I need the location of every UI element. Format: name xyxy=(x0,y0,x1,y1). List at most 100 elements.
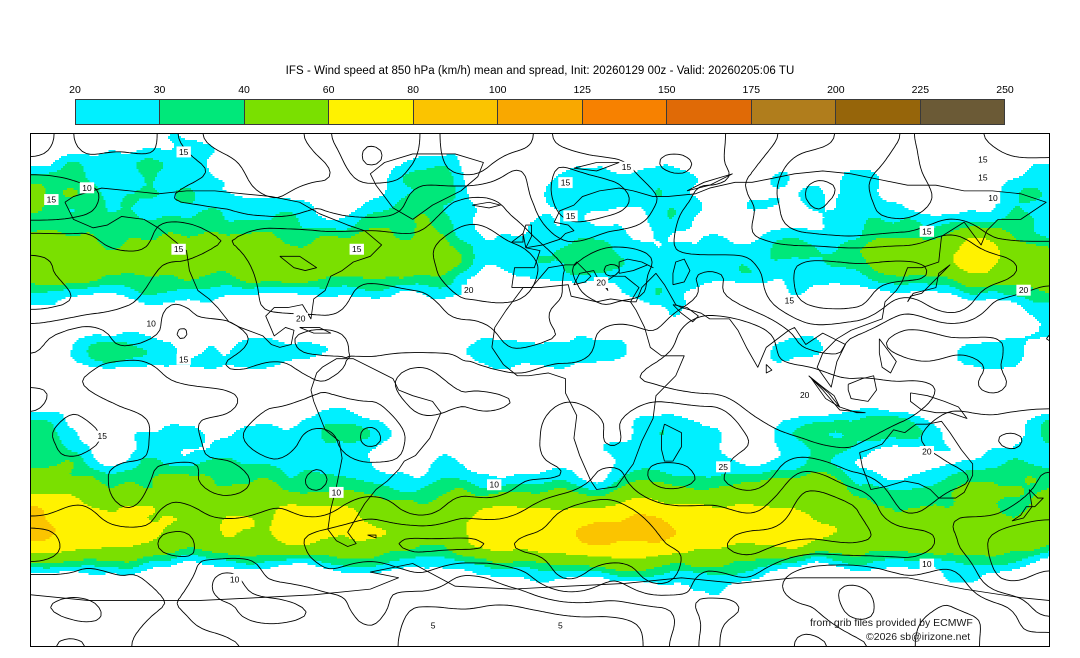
contour-label-3: 20 xyxy=(296,313,306,323)
map-canvas: 1015152015152015152015152025151510152010… xyxy=(31,134,1049,646)
contour-label-bg xyxy=(176,146,191,158)
contour-label-21: 10 xyxy=(332,487,342,497)
contour-label-bg xyxy=(716,461,731,473)
coastline-19 xyxy=(472,201,501,209)
coastline-12 xyxy=(511,233,524,243)
contour-label-bg xyxy=(329,486,344,498)
coastline-0 xyxy=(511,170,1047,388)
contour-label-bg xyxy=(349,243,364,255)
contour-label-15: 15 xyxy=(978,173,988,183)
contour-label-24: 20 xyxy=(922,446,932,456)
spread-contour-level-5 xyxy=(31,134,1049,646)
contour-label-bg xyxy=(227,573,242,585)
contour-label-25: 10 xyxy=(230,574,240,584)
copyright-attribution: ©2026 sb@irizone.net xyxy=(866,631,971,643)
shading-band xyxy=(31,506,677,545)
contour-label-1: 15 xyxy=(47,195,57,205)
coastline-14 xyxy=(31,563,1049,601)
contour-label-9: 20 xyxy=(596,278,606,288)
coastline-18 xyxy=(279,255,318,271)
contour-label-16: 10 xyxy=(988,193,998,203)
contour-label-6: 20 xyxy=(464,285,474,295)
contour-label-18: 20 xyxy=(1019,285,1029,295)
contour-label-bg xyxy=(176,353,191,365)
source-attribution: from grib files provided by ECMWF xyxy=(810,617,973,629)
spread-contours xyxy=(31,134,1049,646)
shading-band xyxy=(31,158,1049,577)
colorbar-band-5 xyxy=(498,100,583,124)
spread-contour-labels: 1015152015152015152015152025151510152010… xyxy=(44,146,1031,631)
coastline-3 xyxy=(369,153,484,220)
contour-label-bg xyxy=(782,294,797,306)
contour-label-14: 15 xyxy=(978,155,988,165)
coastline-5 xyxy=(859,420,974,499)
colorbar-tick-250: 250 xyxy=(996,84,1014,96)
coastline-24 xyxy=(686,173,733,192)
colorbar-band-7 xyxy=(667,100,752,124)
coastline-7 xyxy=(661,423,682,462)
colorbar-tick-60: 60 xyxy=(322,84,335,96)
contour-label-bg xyxy=(593,277,609,288)
coastline-25 xyxy=(367,534,377,539)
contour-label-bg xyxy=(461,284,476,296)
contour-label-27: 5 xyxy=(558,620,563,630)
colorbar-tick-125: 125 xyxy=(573,84,591,96)
coastline-8 xyxy=(907,264,951,303)
colorbar-tick-225: 225 xyxy=(911,84,930,96)
contour-label-26: 5 xyxy=(431,620,436,630)
colorbar-band-3 xyxy=(329,100,414,124)
contour-label-bg xyxy=(143,317,159,329)
contour-label-bg xyxy=(919,225,935,237)
contour-label-bg xyxy=(293,312,308,324)
coastline-13 xyxy=(1011,489,1044,522)
colorbar-band-9 xyxy=(836,100,921,124)
contour-label-4: 15 xyxy=(352,244,362,254)
contour-label-28: 10 xyxy=(922,559,932,569)
coastline-16 xyxy=(618,258,654,274)
contour-label-bg xyxy=(79,182,95,194)
contour-label-0: 10 xyxy=(82,183,92,193)
contour-label-bg xyxy=(95,430,110,442)
contour-label-bg xyxy=(428,620,438,631)
coastline-10 xyxy=(808,375,866,414)
coastline-1 xyxy=(491,284,685,490)
colorbar-bands xyxy=(75,99,1005,125)
coastline-11 xyxy=(522,224,532,248)
colorbar-tick-40: 40 xyxy=(238,84,250,96)
spread-contour-level-10 xyxy=(31,134,1049,646)
colorbar-tick-100: 100 xyxy=(488,84,507,96)
coastline-21 xyxy=(878,338,897,374)
colorbar-tick-150: 150 xyxy=(657,84,676,96)
contour-label-bg xyxy=(555,620,565,631)
contour-label-bg xyxy=(919,558,935,570)
colorbar-band-2 xyxy=(244,100,330,124)
spread-contour-level-15 xyxy=(31,134,1049,646)
colorbar: 20 30 40 60 80 100 125 150 175 200 225 250 xyxy=(69,84,1014,128)
contour-label-7: 15 xyxy=(561,178,571,188)
colorbar-band-10 xyxy=(920,100,1004,124)
coastline-6 xyxy=(910,392,968,419)
page-title: IFS - Wind speed at 850 hPa (km/h) mean … xyxy=(285,65,795,77)
contour-label-bg xyxy=(171,243,186,255)
contour-label-20: 15 xyxy=(179,354,189,364)
contour-label-23: 10 xyxy=(489,480,499,490)
coastline-26 xyxy=(811,378,841,408)
map-panel[interactable]: 10 15 15 20 15 15 20 15 15 20 15 15 20 25 15 15 10 15 20 10… xyxy=(30,133,1050,647)
contour-label-bg xyxy=(558,177,573,189)
contour-label-bg xyxy=(985,192,1001,204)
contour-label-13: 25 xyxy=(719,462,729,472)
contour-label-19: 10 xyxy=(146,318,156,328)
contour-label-bg xyxy=(975,154,991,166)
spread-contour-level-20 xyxy=(31,223,1049,584)
contour-label-2: 15 xyxy=(174,244,184,254)
colorbar-band-0 xyxy=(76,100,161,124)
contour-label-12: 20 xyxy=(800,390,810,400)
contour-label-bg xyxy=(44,194,59,206)
colorbar-band-8 xyxy=(751,100,837,124)
contour-label-11: 15 xyxy=(785,295,795,305)
coastline-4 xyxy=(310,358,442,547)
shading-band xyxy=(31,134,1049,595)
colorbar-tick-175: 175 xyxy=(742,84,761,96)
colorbar-tick-80: 80 xyxy=(407,84,419,96)
